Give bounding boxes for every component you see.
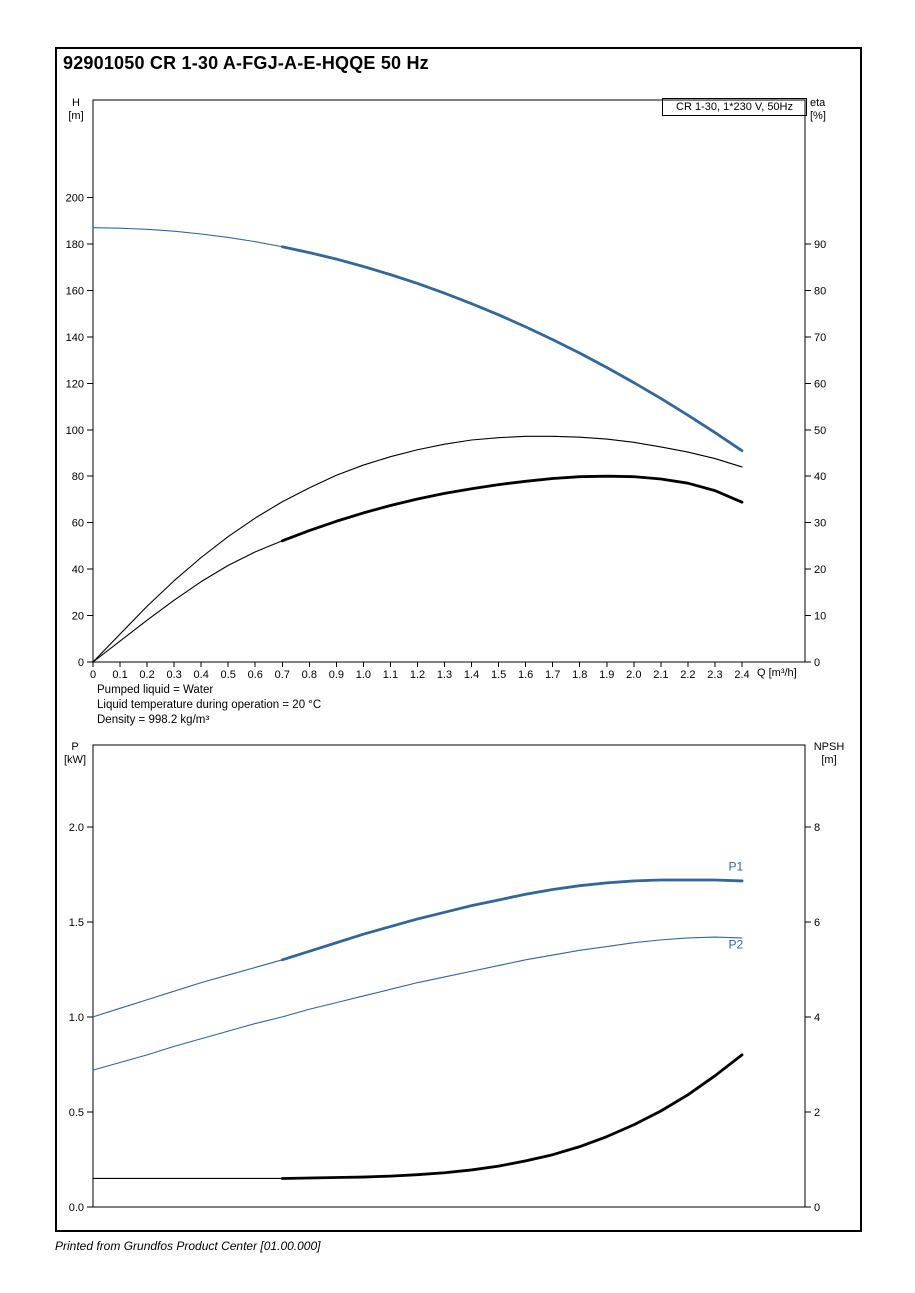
legend-box: CR 1-30, 1*230 V, 50Hz [662,98,807,116]
info-line-temperature: Liquid temperature during operation = 20… [97,699,322,712]
p-axis-label: P [kW] [64,741,86,766]
document-frame [55,47,862,1232]
legend-label: CR 1-30, 1*230 V, 50Hz [676,101,793,113]
q-axis-label: Q [m³/h] [757,667,797,679]
info-line-pumped-liquid: Pumped liquid = Water [97,684,214,696]
eta-axis-label: eta [%] [810,97,826,122]
npsh-axis-label: NPSH [m] [813,741,845,766]
info-line-density: Density = 998.2 kg/m³ [97,714,210,727]
h-axis-label: H [m] [68,97,84,122]
footer-note: Printed from Grundfos Product Center [01… [55,1239,321,1253]
liquid-info-block: Pumped liquid = Water Liquid temperature… [97,683,321,729]
page-title: 92901050 CR 1-30 A-FGJ-A-E-HQQE 50 Hz [63,53,429,73]
